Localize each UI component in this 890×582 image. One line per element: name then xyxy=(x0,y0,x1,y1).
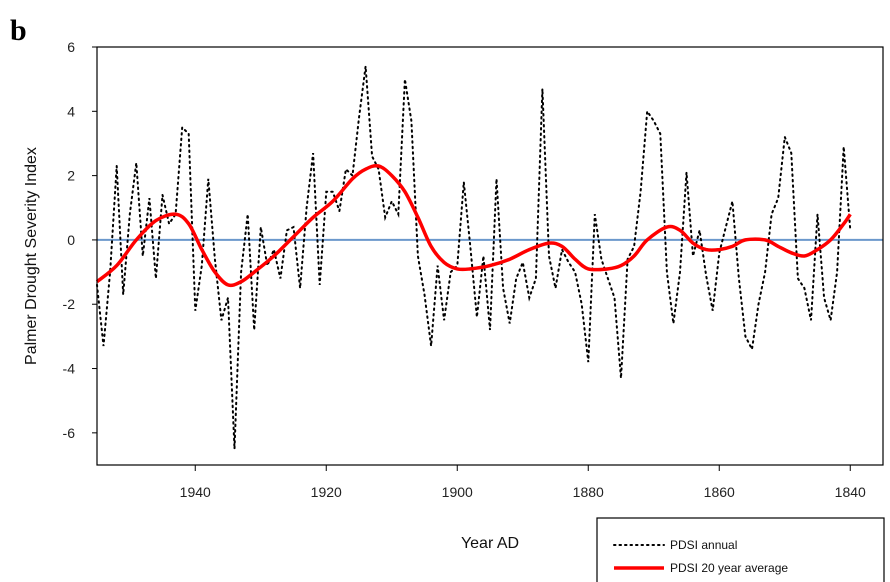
x-tick-label: 1860 xyxy=(704,484,735,500)
legend-label-pdsi-20-year-average: PDSI 20 year average xyxy=(670,561,788,575)
y-axis-title: Palmer Drought Severity Index xyxy=(23,147,40,365)
plot-area xyxy=(95,46,884,466)
plot-frame xyxy=(96,46,884,466)
legend-box xyxy=(596,517,885,582)
y-tick-label: -2 xyxy=(63,296,76,312)
y-tick-label: -6 xyxy=(63,425,76,441)
x-tick-label: 1880 xyxy=(573,484,604,500)
y-axis: 6 4 2 0 -2 -4 -6 xyxy=(63,39,97,441)
y-tick-label: 2 xyxy=(67,168,75,184)
x-tick-label: 1920 xyxy=(311,484,342,500)
x-tick-label: 1900 xyxy=(442,484,473,500)
x-tick-label: 1840 xyxy=(835,484,866,500)
y-tick-label: -4 xyxy=(63,361,76,377)
x-axis: 1940 1920 1900 1880 1860 1840 xyxy=(180,465,866,500)
y-tick-label: 4 xyxy=(67,103,75,119)
x-tick-label: 1940 xyxy=(180,484,211,500)
panel-label: b xyxy=(10,14,27,47)
x-axis-title: Year AD xyxy=(461,535,519,552)
series-line-pdsi-annual xyxy=(96,66,852,449)
y-tick-label: 6 xyxy=(67,39,75,55)
legend: PDSI annual PDSI 20 year average xyxy=(596,517,885,582)
y-tick-label: 0 xyxy=(67,232,75,248)
series-line-pdsi-20-year-average xyxy=(95,163,852,288)
legend-label-pdsi-annual: PDSI annual xyxy=(670,538,737,552)
